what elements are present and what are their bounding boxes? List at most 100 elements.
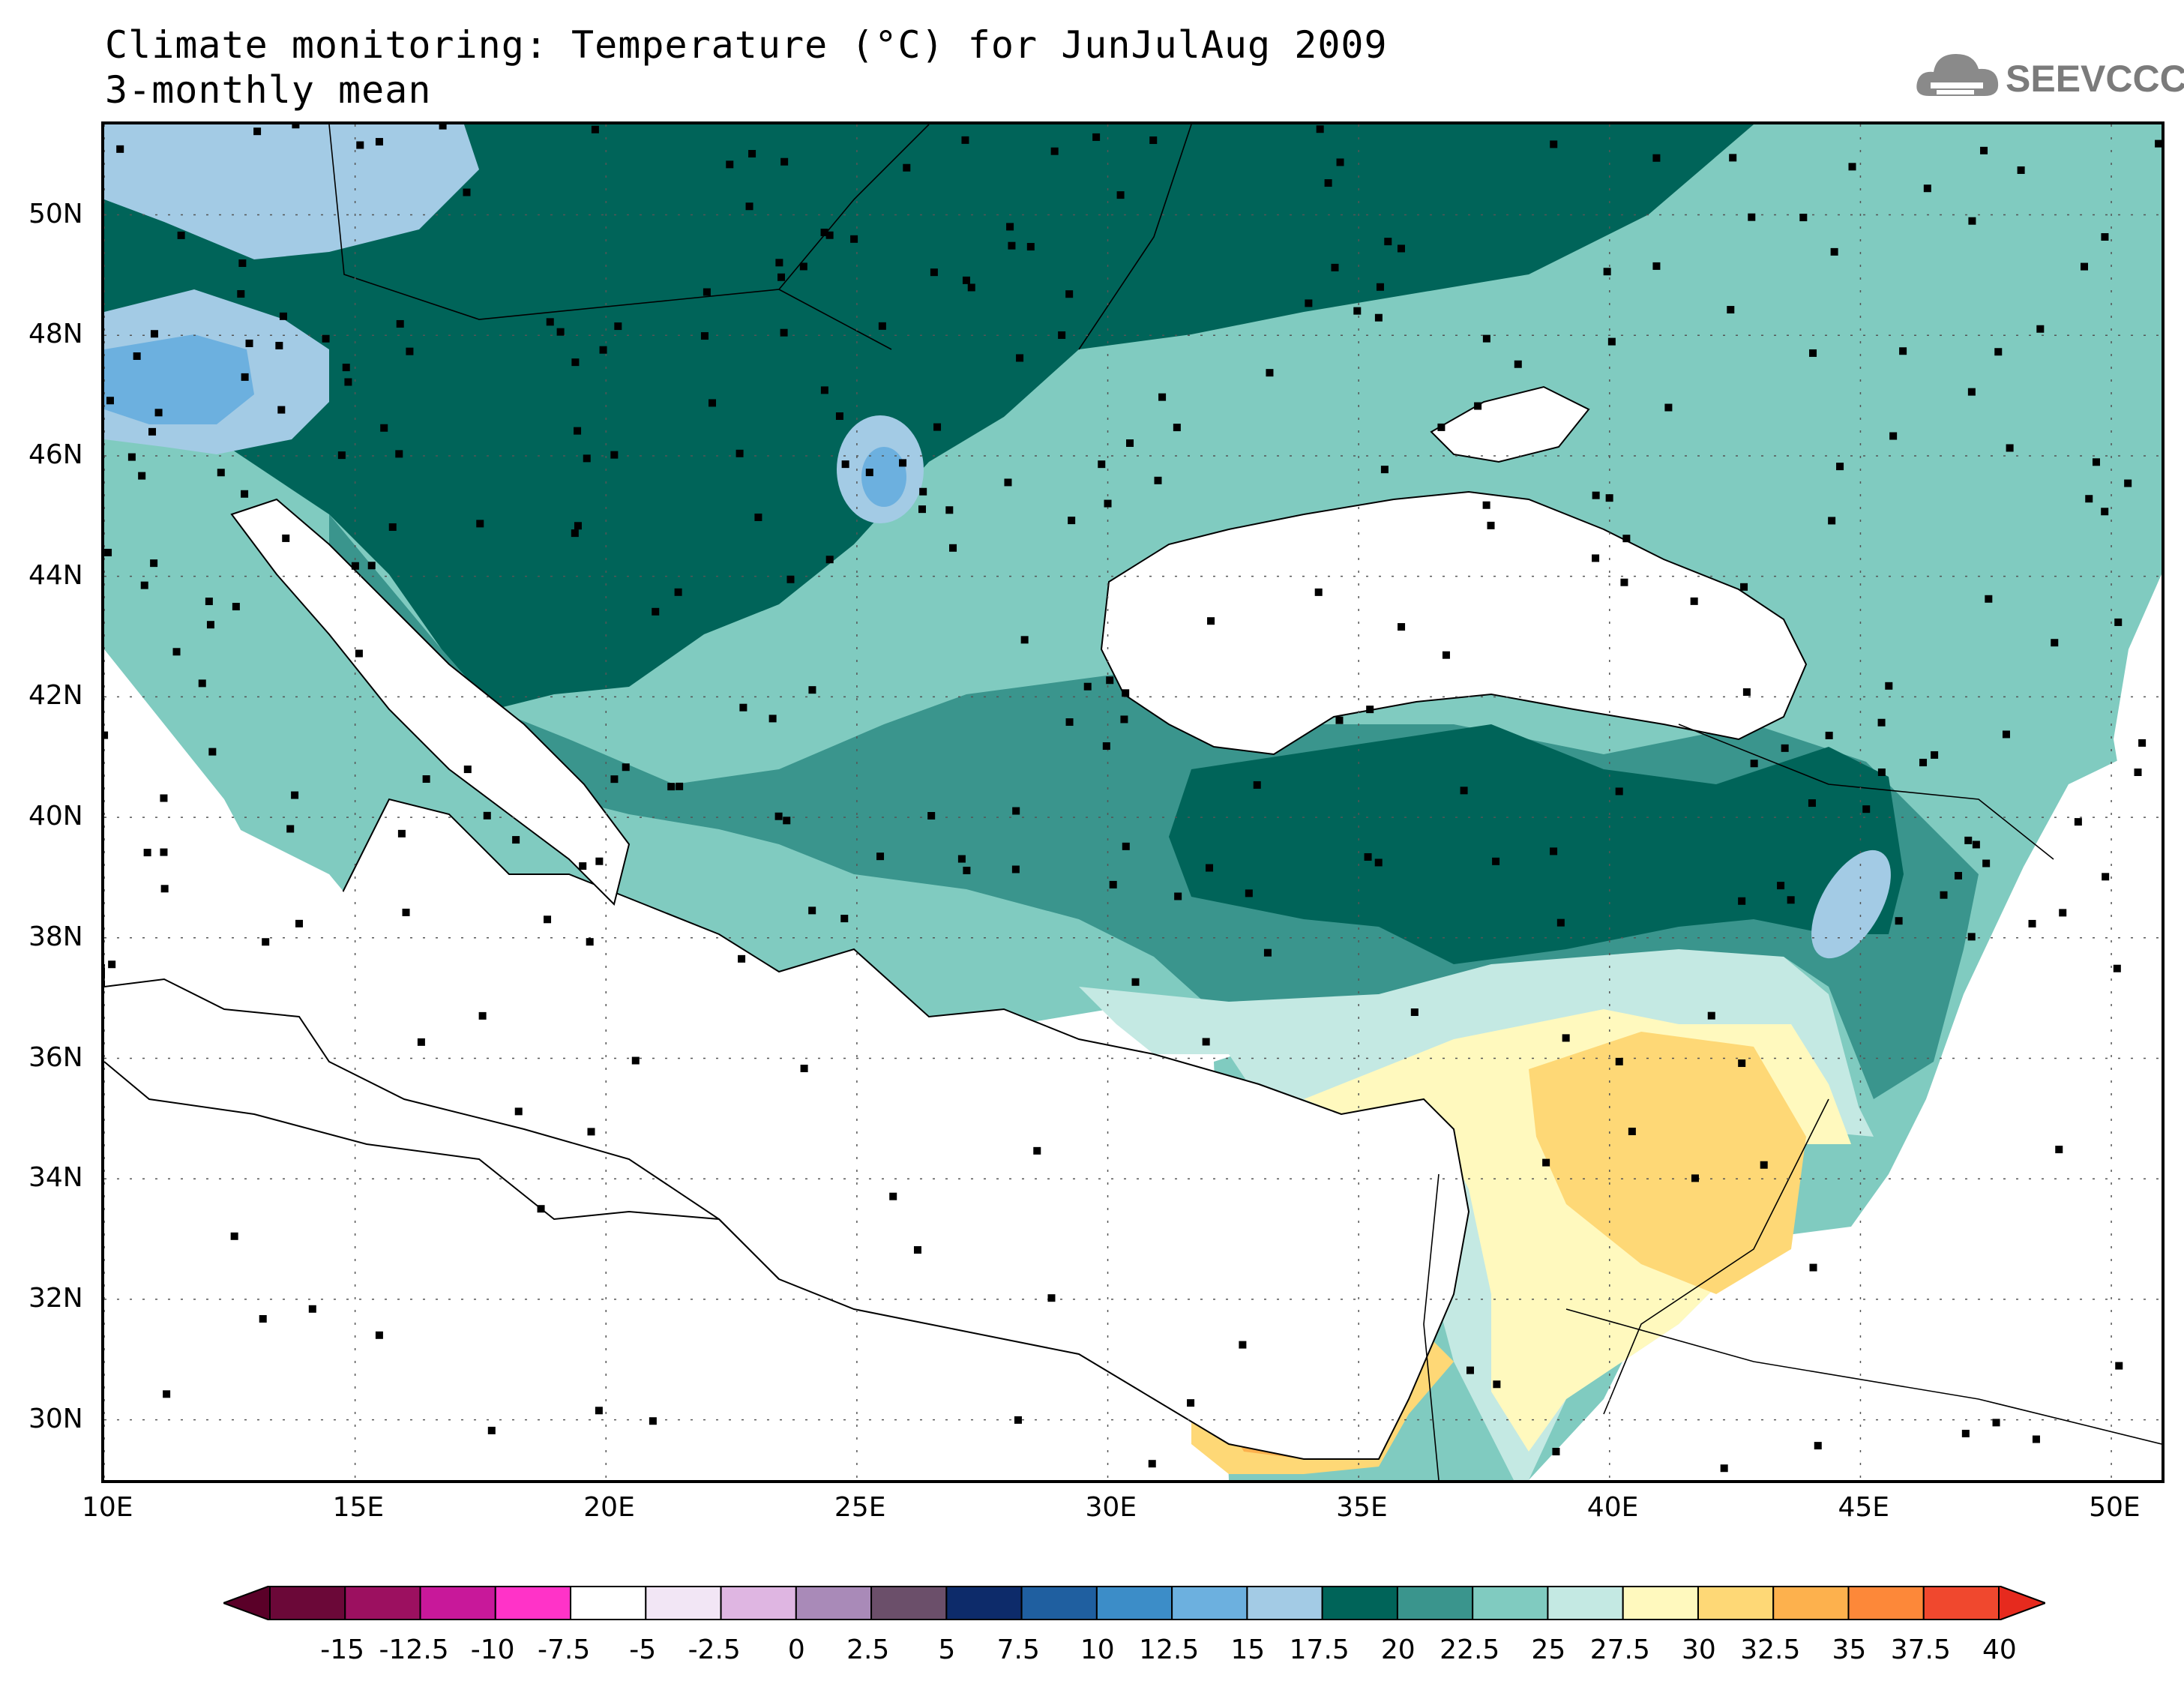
station-marker: [967, 283, 975, 292]
station-marker: [903, 163, 911, 172]
station-marker: [674, 588, 682, 596]
station-marker: [1206, 864, 1214, 872]
colorbar-label: 2.5: [846, 1635, 890, 1665]
colorbar-label: 32.5: [1740, 1635, 1801, 1665]
station-marker: [1691, 1174, 1699, 1182]
station-marker: [163, 1390, 171, 1398]
station-marker: [1809, 1263, 1817, 1272]
station-marker: [106, 397, 114, 405]
colorbar-cell: [870, 1586, 948, 1620]
lat-tick-label: 34N: [28, 1162, 83, 1194]
station-marker: [1050, 147, 1059, 155]
lat-tick-label: 48N: [28, 319, 83, 350]
station-marker: [1437, 423, 1446, 431]
station-marker: [1336, 158, 1344, 166]
station-marker: [322, 334, 330, 343]
station-marker: [878, 322, 886, 330]
station-marker: [595, 857, 604, 865]
station-marker: [104, 548, 112, 556]
station-marker: [148, 427, 157, 436]
station-marker: [1083, 682, 1092, 691]
station-marker: [396, 319, 404, 328]
station-marker: [1622, 535, 1631, 543]
station-marker: [143, 849, 151, 857]
station-marker: [1550, 140, 1558, 148]
station-marker: [676, 782, 684, 790]
station-marker: [1836, 463, 1844, 471]
colorbar-cell: [1396, 1586, 1474, 1620]
station-marker: [2155, 139, 2162, 148]
station-marker: [1493, 1380, 1501, 1389]
station-marker: [1830, 247, 1838, 256]
station-marker: [865, 469, 873, 477]
station-marker: [754, 513, 762, 521]
station-marker: [1814, 1442, 1822, 1450]
station-marker: [1615, 787, 1623, 796]
station-marker: [356, 141, 364, 149]
colorbar-cell: [419, 1586, 496, 1620]
station-marker: [160, 794, 168, 802]
colorbar: [223, 1586, 2045, 1620]
colorbar-label: 22.5: [1440, 1635, 1500, 1665]
station-marker: [1980, 146, 1988, 154]
tyrrhenian-sea: [104, 724, 389, 1009]
title-line-2: 3-monthly mean: [105, 68, 432, 112]
station-marker: [768, 715, 777, 723]
station-marker: [1004, 478, 1012, 487]
station-marker: [957, 855, 966, 863]
station-marker: [780, 328, 788, 337]
station-marker: [127, 453, 136, 461]
station-marker: [1919, 759, 1928, 767]
station-marker: [1016, 354, 1024, 362]
station-marker: [154, 409, 163, 417]
station-marker: [1592, 554, 1600, 562]
station-marker: [835, 412, 843, 421]
caspian-sea: [2114, 574, 2162, 874]
station-marker: [587, 1128, 595, 1136]
station-marker: [1877, 768, 1886, 776]
station-marker: [574, 522, 582, 530]
lat-tick-label: 30N: [28, 1403, 83, 1434]
station-marker: [138, 472, 146, 480]
station-marker: [2092, 458, 2100, 466]
station-marker: [1131, 978, 1140, 986]
station-marker: [583, 454, 591, 463]
station-marker: [1808, 799, 1816, 808]
station-marker: [1092, 133, 1101, 141]
station-marker: [599, 346, 607, 354]
station-marker: [1120, 715, 1128, 724]
station-marker: [2113, 964, 2121, 972]
station-marker: [1482, 501, 1490, 509]
colorbar-label: 25: [1531, 1635, 1566, 1665]
station-marker: [783, 817, 791, 825]
station-marker: [1098, 460, 1106, 469]
station-marker: [2101, 508, 2109, 516]
station-marker: [375, 138, 383, 146]
station-marker: [253, 127, 262, 136]
field-17-20-north: [104, 124, 1754, 709]
station-marker: [1410, 1008, 1419, 1017]
colorbar-cell: [1246, 1586, 1323, 1620]
colorbar-low-arrow: [223, 1586, 271, 1620]
station-marker: [1033, 1146, 1041, 1155]
lon-tick-label: 40E: [1586, 1492, 1639, 1523]
station-marker: [775, 259, 783, 267]
station-marker: [241, 373, 249, 381]
station-marker: [1760, 1161, 1768, 1169]
station-marker: [487, 1426, 496, 1434]
station-marker: [397, 829, 406, 838]
station-marker: [614, 322, 622, 331]
station-marker: [1848, 163, 1856, 171]
north-africa-coast: [104, 1061, 780, 1280]
station-marker: [1253, 781, 1261, 789]
station-marker: [116, 145, 124, 153]
station-marker: [1116, 191, 1125, 199]
station-marker: [1316, 125, 1324, 133]
station-marker: [667, 783, 676, 791]
station-marker: [241, 490, 249, 498]
station-marker: [160, 848, 168, 856]
station-marker: [1148, 1460, 1156, 1468]
station-marker: [1263, 948, 1272, 957]
station-marker: [1777, 882, 1785, 890]
station-marker: [800, 1065, 808, 1073]
